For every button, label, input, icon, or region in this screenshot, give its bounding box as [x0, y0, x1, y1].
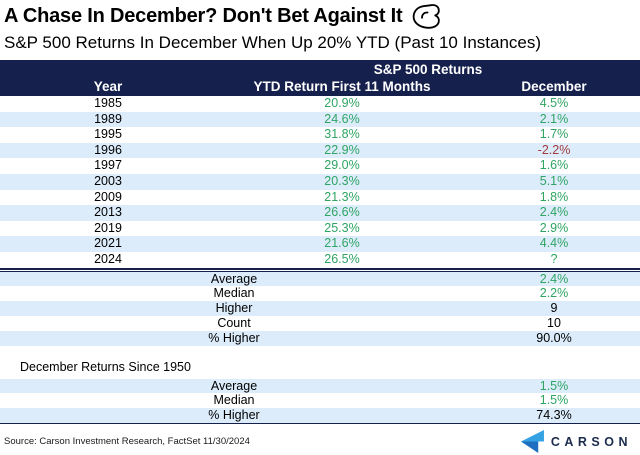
year-cell: 2013	[94, 205, 122, 220]
summary-row: Count 10	[0, 316, 640, 331]
section-gap	[0, 346, 640, 359]
summary-value: 2.4%	[539, 271, 569, 286]
year-cell: 1995	[94, 127, 122, 142]
summary-row: Median 1.5%	[0, 393, 640, 408]
column-header-row: Year YTD Return First 11 Months December	[0, 78, 640, 96]
table-row: 2013 26.6% 2.4%	[0, 205, 640, 221]
summary-row: % Higher 90.0%	[0, 330, 640, 346]
table-row: 2024 26.5%?	[0, 252, 640, 268]
ytd-cell: 21.6%	[324, 236, 360, 251]
december-cell: 2.1%	[539, 111, 569, 126]
table-row: 2009 21.3% 1.8%	[0, 190, 640, 206]
december-cell: 1.6%	[539, 158, 569, 173]
december-cell: ?	[550, 251, 558, 266]
ytd-cell: 26.5%	[324, 251, 360, 266]
group-header-spacer	[0, 60, 216, 79]
ytd-cell: 20.9%	[324, 96, 360, 110]
summary-label: Higher	[215, 301, 253, 316]
column-header-december: December	[521, 79, 587, 94]
table-row: 1997 29.0% 1.6%	[0, 158, 640, 174]
summary-label: Median	[213, 286, 255, 301]
carson-logo-text: CARSON	[550, 434, 632, 449]
summary-row: Average 2.4%	[0, 271, 640, 287]
table-row: 2021 21.6% 4.4%	[0, 236, 640, 252]
summary-value: 9	[550, 301, 558, 316]
column-header-ytd: YTD Return First 11 Months	[253, 79, 431, 94]
year-cell: 1985	[94, 96, 122, 110]
summary-label: Average	[210, 271, 258, 286]
ytd-cell: 31.8%	[324, 127, 360, 142]
ytd-cell: 25.3%	[324, 220, 360, 235]
ytd-cell: 20.3%	[324, 173, 360, 188]
source-note: Source: Carson Investment Research, Fact…	[4, 436, 250, 448]
page-title: A Chase In December? Don't Bet Against I…	[4, 5, 403, 27]
title-row: A Chase In December? Don't Bet Against I…	[0, 0, 640, 30]
summary-separator	[0, 267, 640, 272]
column-header-year: Year	[93, 79, 123, 94]
page-subtitle: S&P 500 Returns In December When Up 20% …	[4, 33, 542, 52]
december-cell: 1.8%	[539, 189, 569, 204]
summary-row: Higher 9	[0, 301, 640, 316]
year-cell: 1996	[94, 142, 122, 157]
year-cell: 2009	[94, 189, 122, 204]
summary-label: % Higher	[208, 330, 260, 345]
footer: Source: Carson Investment Research, Fact…	[0, 424, 640, 455]
summary-value: 1.5%	[539, 393, 569, 408]
summary-body: Average 2.4% Median 2.2% Higher 9 Count 10% Hig…	[0, 271, 640, 346]
year-cell: 2019	[94, 220, 122, 235]
summary-row: % Higher 74.3%	[0, 408, 640, 423]
december-cell: 4.4%	[539, 236, 569, 251]
table-row: 1995 31.8% 1.7%	[0, 127, 640, 143]
year-cell: 2003	[94, 173, 122, 188]
table-row: 1985 20.9% 4.5%	[0, 96, 640, 112]
section2-label: December Returns Since 1950	[20, 359, 191, 374]
group-header-label: S&P 500 Returns	[373, 62, 483, 77]
december-cell: -2.2%	[537, 142, 571, 157]
table-row: 1989 24.6% 2.1%	[0, 111, 640, 128]
ytd-cell: 21.3%	[324, 189, 360, 204]
summary-label: % Higher	[208, 408, 260, 423]
year-cell: 2021	[94, 236, 122, 251]
year-cell: 2024	[94, 251, 122, 266]
december-cell: 2.9%	[539, 220, 569, 235]
december-cell: 2.4%	[539, 205, 569, 220]
summary-value: 10	[547, 315, 561, 330]
group-header-row: S&P 500 Returns	[0, 60, 640, 78]
ytd-cell: 22.9%	[324, 142, 360, 157]
summary-label: Count	[217, 315, 251, 330]
ytd-cell: 26.6%	[324, 205, 360, 220]
carson-logo-icon	[520, 430, 544, 454]
december-cell: 4.5%	[539, 96, 569, 110]
year-cell: 1989	[94, 111, 122, 126]
december-cell: 5.1%	[539, 173, 569, 188]
ytd-cell: 29.0%	[324, 158, 360, 173]
december-cell: 1.7%	[539, 127, 569, 142]
table-header: S&P 500 Returns Year YTD Return First 11…	[0, 60, 640, 96]
year-cell: 1997	[94, 158, 122, 173]
returns-table: S&P 500 Returns Year YTD Return First 11…	[0, 60, 640, 424]
table-row: 2003 20.3% 5.1%	[0, 173, 640, 190]
summary-value: 74.3%	[536, 408, 572, 423]
table-body: 1985 20.9% 4.5% 1989 24.6% 2.1% 1995 31.8% 1.7% 1…	[0, 96, 640, 268]
ytd-cell: 24.6%	[324, 111, 360, 126]
summary-value: 2.2%	[539, 286, 569, 301]
table-row: 1996 22.9% -2.2%	[0, 142, 640, 159]
flexed-bicep-icon	[413, 4, 441, 29]
summary-value: 1.5%	[539, 378, 569, 393]
summary-label: Average	[210, 378, 258, 393]
summary-label: Median	[213, 393, 255, 408]
carson-logo: CARSON	[519, 430, 632, 454]
summary-row: Average 1.5%	[0, 378, 640, 394]
table-row: 2019 25.3% 2.9%	[0, 221, 640, 237]
summary-value: 90.0%	[536, 330, 572, 345]
section2-body: Average 1.5% Median 1.5% % Higher 74.3%	[0, 378, 640, 424]
summary-row: Median 2.2%	[0, 286, 640, 301]
